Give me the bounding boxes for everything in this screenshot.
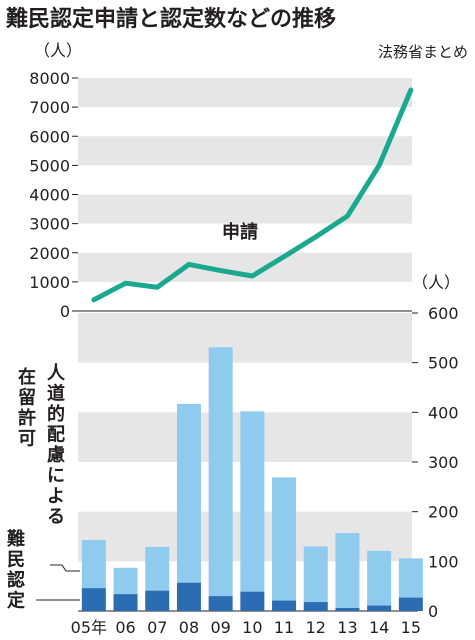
vertical-char: 留 [18, 387, 36, 409]
vertical-char: 定 [7, 590, 25, 612]
line-band [78, 252, 412, 282]
line-y-axis: 0 1000 2000 3000 4000 5000 6000 7000 8000 [29, 69, 78, 321]
line-y-tick-label: 7000 [29, 98, 70, 117]
bar-refugee [367, 605, 392, 611]
bar-y-tick-label: 100 [428, 552, 459, 571]
bar-humanitarian [208, 347, 233, 597]
bar-humanitarian [398, 558, 423, 598]
bar-humanitarian [176, 403, 201, 583]
bar-humanitarian [335, 533, 360, 609]
x-axis: 05年 06 07 08 09 10 11 12 13 14 15 [71, 618, 421, 637]
bar-refugee [240, 591, 265, 611]
source-note: 法務省まとめ [378, 43, 468, 61]
x-tick-label: 14 [369, 618, 389, 637]
bar-refugee [81, 588, 106, 611]
bar-unit-label: （人） [412, 273, 460, 292]
line-y-tick-label: 2000 [29, 244, 70, 263]
bar-humanitarian [303, 546, 328, 603]
bar-y-tick-label: 400 [428, 403, 459, 422]
bar-refugee [335, 608, 360, 611]
line-y-tick-label: 5000 [29, 156, 70, 175]
vertical-char: 可 [18, 429, 36, 450]
vertical-char: 許 [18, 407, 36, 429]
bar-refugee [113, 594, 138, 611]
x-tick-label: 15 [401, 618, 421, 637]
bar-humanitarian [81, 539, 106, 589]
line-y-tick-label: 6000 [29, 127, 70, 146]
vertical-char: 慮 [47, 444, 65, 466]
x-tick-label: 09 [210, 618, 230, 637]
vertical-char: る [47, 507, 65, 528]
vertical-char: 認 [7, 569, 25, 591]
bar-y-tick-label: 0 [428, 602, 438, 621]
bar-refugee [176, 582, 201, 611]
bar-humanitarian [272, 477, 297, 601]
bar-refugee [398, 597, 423, 611]
vertical-char: よ [47, 486, 65, 507]
vertical-char: 難 [7, 528, 25, 550]
x-tick-label: 11 [274, 618, 294, 637]
bar-y-tick-label: 600 [428, 304, 459, 323]
line-band [78, 78, 412, 108]
line-y-tick-label: 0 [60, 302, 70, 321]
line-y-tick-label: 8000 [29, 69, 70, 88]
line-band [78, 194, 412, 224]
bar-y-axis: 0 100 200 300 400 500 600 [412, 304, 459, 621]
bar-series [81, 347, 423, 611]
x-tick-label: 05年 [71, 618, 107, 637]
bar-refugee [208, 596, 233, 611]
bar-refugee [303, 602, 328, 611]
bar-y-tick-label: 200 [428, 503, 459, 522]
x-tick-label: 13 [337, 618, 357, 637]
vertical-char: 在 [18, 366, 36, 388]
bar-humanitarian [145, 546, 170, 591]
vertical-char: 道 [47, 383, 65, 405]
bar-y-tick-label: 300 [428, 453, 459, 472]
vertical-char: 的 [47, 403, 65, 425]
x-tick-label: 10 [242, 618, 262, 637]
bar-humanitarian [367, 550, 392, 606]
x-tick-label: 07 [147, 618, 167, 637]
chart-title: 難民認定申請と認定数などの推移 [6, 6, 336, 32]
line-y-tick-label: 3000 [29, 215, 70, 234]
line-series [91, 87, 414, 303]
line-series-label: 申請 [222, 221, 258, 243]
line-unit-label: （人） [34, 41, 82, 60]
line-y-tick-label: 1000 [29, 273, 70, 292]
vertical-char: 民 [7, 550, 25, 571]
humanitarian-leader-line [50, 564, 80, 572]
bar-refugee [272, 600, 297, 611]
bar-refugee [145, 590, 170, 611]
line-y-tick-label: 4000 [29, 186, 70, 205]
vertical-char: 配 [47, 425, 65, 446]
vertical-char: に [47, 466, 65, 487]
bar-humanitarian [240, 411, 265, 592]
refugee-label: 難民認定 [7, 528, 25, 612]
vertical-char: 人 [47, 363, 66, 384]
x-tick-label: 06 [115, 618, 135, 637]
x-tick-label: 08 [179, 618, 199, 637]
line-band [78, 136, 412, 166]
bar-humanitarian [113, 567, 138, 595]
bar-y-tick-label: 500 [428, 354, 459, 373]
x-tick-label: 12 [306, 618, 326, 637]
applications-line [91, 87, 414, 303]
bar-band [78, 313, 412, 363]
